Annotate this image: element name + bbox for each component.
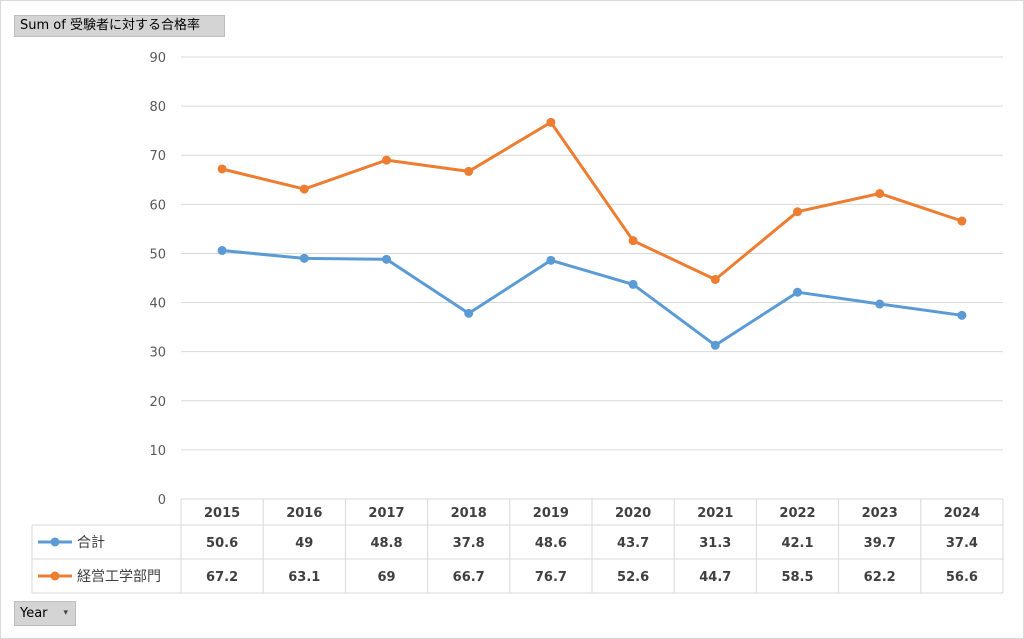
y-tick-label: 60	[149, 198, 166, 213]
data-table-value: 48.8	[370, 536, 402, 551]
data-point	[217, 245, 227, 255]
data-point	[957, 310, 967, 320]
data-table-value: 76.7	[535, 570, 567, 585]
data-table-value: 69	[377, 570, 395, 585]
year-field-button[interactable]: Year ▾	[14, 601, 76, 626]
x-category-label: 2024	[944, 506, 980, 521]
data-table: 2015 2016 2017 2018 2019 2020 2021 2022 2023 2024…	[31, 498, 1004, 594]
x-category-label: 2016	[286, 506, 322, 521]
series-line	[220, 249, 964, 347]
y-tick-label: 10	[149, 444, 166, 459]
gridlines	[181, 56, 1003, 451]
data-point	[464, 166, 474, 176]
data-table-value: 62.2	[864, 570, 896, 585]
data-point	[628, 236, 638, 246]
data-point	[710, 340, 720, 350]
data-table-value: 48.6	[535, 536, 567, 551]
data-point	[299, 184, 309, 194]
x-category-label: 2022	[779, 506, 815, 521]
data-point	[875, 189, 885, 199]
data-table-value: 50.6	[206, 536, 238, 551]
data-table-value: 63.1	[288, 570, 320, 585]
data-table-value: 52.6	[617, 570, 649, 585]
data-table-value: 49	[295, 536, 313, 551]
y-tick-label: 20	[149, 395, 166, 410]
data-table-value: 67.2	[206, 570, 238, 585]
data-table-value: 37.8	[453, 536, 485, 551]
data-point	[382, 155, 391, 165]
series-line	[220, 120, 964, 281]
y-axis: 0 10 20 30 40 50 60 70 80 90	[149, 51, 166, 508]
data-point	[793, 207, 802, 217]
year-field-label: Year	[20, 606, 48, 621]
data-point	[793, 287, 802, 297]
y-tick-label: 90	[149, 51, 166, 66]
y-tick-label: 50	[149, 247, 166, 262]
legend-key-marker	[50, 571, 60, 581]
data-point	[464, 308, 474, 318]
series-lines	[217, 117, 967, 350]
data-table-value: 58.5	[781, 570, 813, 585]
x-category-label: 2019	[533, 506, 569, 521]
value-field-label: Sum of 受験者に対する合格率	[20, 18, 200, 33]
data-table-value: 31.3	[699, 536, 731, 551]
legend-entry: 合計	[77, 535, 105, 551]
x-category-label: 2020	[615, 506, 651, 521]
y-tick-label: 30	[149, 346, 166, 361]
legend-entry: 経営工学部門	[77, 569, 161, 585]
data-point	[546, 117, 556, 127]
legend-key-marker	[50, 537, 60, 547]
x-category-label: 2015	[204, 506, 240, 521]
data-point	[957, 216, 967, 226]
data-point	[546, 255, 556, 265]
data-point	[382, 254, 391, 264]
x-category-label: 2023	[862, 506, 898, 521]
x-category-label: 2017	[368, 506, 404, 521]
data-point	[217, 164, 227, 174]
y-tick-label: 80	[149, 100, 166, 115]
y-tick-label: 70	[149, 149, 166, 164]
data-table-value: 39.7	[864, 536, 896, 551]
data-point	[875, 299, 885, 309]
x-category-label: 2018	[451, 506, 487, 521]
data-table-value: 44.7	[699, 570, 731, 585]
data-point	[628, 279, 638, 289]
data-table-value: 66.7	[453, 570, 485, 585]
data-point	[710, 274, 720, 284]
x-category-label: 2021	[697, 506, 733, 521]
data-table-value: 37.4	[946, 536, 978, 551]
data-table-value: 56.6	[946, 570, 978, 585]
y-tick-label: 0	[158, 493, 166, 508]
dropdown-arrow-icon: ▾	[63, 608, 68, 618]
value-field-button[interactable]: Sum of 受験者に対する合格率	[14, 15, 225, 37]
y-tick-label: 40	[149, 297, 166, 312]
data-table-value: 43.7	[617, 536, 649, 551]
data-point	[299, 253, 309, 263]
data-table-value: 42.1	[781, 536, 813, 551]
